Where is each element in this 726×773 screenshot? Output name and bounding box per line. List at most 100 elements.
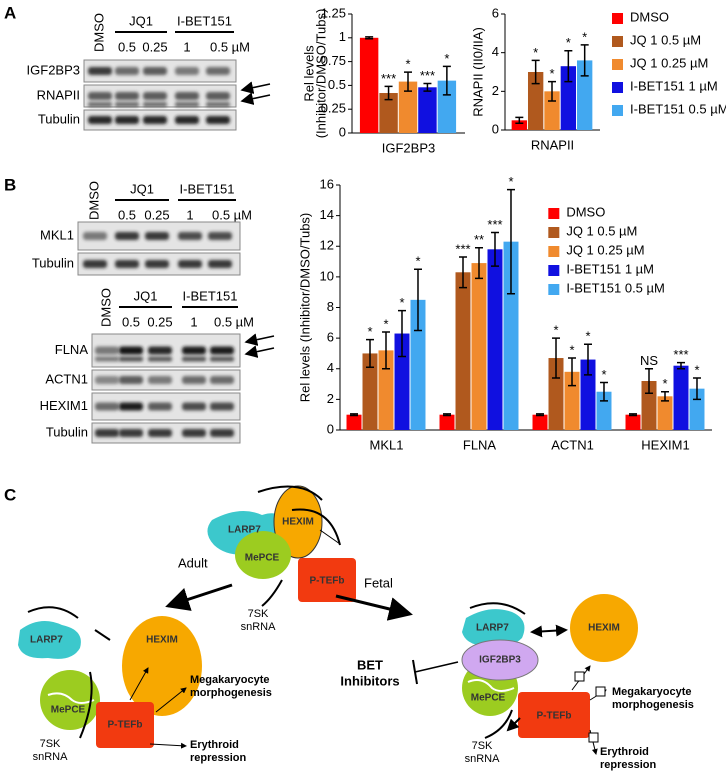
error-bar: [404, 71, 412, 92]
band: [119, 346, 143, 355]
error-bar: [443, 413, 452, 417]
significance: ***: [381, 71, 396, 86]
row-label: IGF2BP3: [27, 62, 80, 77]
y-tick-label: 4: [492, 44, 499, 59]
error-bar: [676, 361, 685, 370]
band: [210, 356, 234, 362]
dose-label: 0.5 µM: [212, 207, 252, 222]
band: [145, 260, 169, 268]
dose-label: 0.5: [118, 207, 136, 222]
label: MePCE: [471, 693, 506, 704]
label: Erythroid: [190, 739, 239, 751]
dose-label: 0.5: [118, 39, 136, 54]
band: [95, 376, 119, 384]
significance: *: [508, 174, 513, 189]
legend-label: JQ 1 0.5 µM: [630, 32, 701, 47]
significance: *: [444, 51, 449, 66]
significance: *: [405, 57, 410, 72]
y-tick-label: 6: [492, 5, 499, 20]
arrow: [240, 81, 271, 94]
hexim-shape: [273, 485, 323, 559]
bar: [580, 359, 596, 430]
bar: [379, 93, 398, 133]
legend-label: DMSO: [566, 204, 605, 219]
bar: [398, 81, 418, 133]
bar: [346, 414, 362, 430]
group-label: JQ1: [130, 181, 154, 196]
bar: [378, 350, 394, 430]
row-label: ACTN1: [45, 371, 88, 386]
blots: DMSO JQ1 I-BET151 0.5 0.25 1 0.5 µM IGF2BP3 RNAP…: [27, 13, 275, 444]
significance: *: [367, 324, 372, 339]
bar: [511, 120, 527, 130]
band: [143, 102, 167, 107]
arrow: [335, 594, 413, 621]
y-tick-label: 14: [320, 207, 334, 222]
band: [208, 232, 232, 240]
error-bar: [552, 337, 561, 379]
band: [88, 102, 112, 107]
arrow: [244, 345, 275, 358]
band: [115, 116, 139, 124]
label: Adult: [178, 555, 208, 570]
dose-label: 0.25: [142, 39, 167, 54]
bar: [394, 333, 410, 430]
band: [210, 429, 234, 437]
band: [206, 92, 230, 100]
band: [148, 346, 172, 355]
panel-label: A: [4, 3, 16, 22]
label: BET: [357, 657, 383, 672]
y-tick-label: 16: [320, 176, 334, 191]
label: HEXIM: [282, 517, 314, 528]
hexim-shape: [122, 616, 202, 716]
inhibit-line: [414, 661, 459, 673]
error-bar: [442, 65, 451, 96]
bar: [673, 365, 689, 430]
legend-swatch: [548, 208, 560, 219]
band: [95, 402, 119, 411]
label: LARP7: [30, 635, 63, 646]
arrow: [240, 92, 271, 105]
label: MePCE: [51, 705, 86, 716]
significance: *: [383, 316, 388, 331]
label: repression: [190, 752, 247, 764]
bar: [437, 80, 457, 133]
band: [115, 102, 139, 107]
group-label: JQ1: [129, 13, 153, 28]
panel-label: C: [4, 485, 16, 504]
band: [182, 429, 206, 437]
error-bar: [382, 331, 390, 370]
diagram: LARP7 HEXIM MePCE P-TEFb 7SK snRNA Adult…: [18, 485, 694, 771]
significance: **: [474, 232, 484, 247]
mepce-shape: [40, 670, 100, 730]
error-bar: [397, 309, 406, 358]
bar: [359, 37, 379, 133]
error-bar: [413, 268, 422, 332]
rna-stroke: [27, 606, 111, 739]
band: [182, 356, 206, 362]
panel-label: B: [4, 175, 16, 194]
significance: NS: [640, 353, 658, 368]
legend-swatch: [548, 265, 560, 276]
band: [210, 402, 234, 411]
legend-label: JQ 1 0.25 µM: [630, 55, 708, 70]
bar: [577, 60, 593, 130]
band: [206, 67, 230, 75]
label: LARP7: [228, 525, 261, 536]
legend-swatch: [612, 105, 623, 116]
error-bar: [365, 36, 374, 40]
significance: *: [582, 29, 587, 44]
y-axis-label: RNAPII (II0/IIA): [470, 27, 485, 117]
significance: *: [549, 66, 554, 81]
bar: [527, 72, 544, 130]
band: [206, 116, 230, 124]
y-tick-label: 12: [320, 238, 334, 253]
rna-stroke: [467, 679, 515, 692]
arrow: [165, 583, 233, 611]
legend-swatch: [612, 82, 623, 93]
band: [115, 67, 139, 75]
band: [148, 402, 172, 411]
band: [119, 429, 143, 437]
larp7-shape: [18, 621, 81, 659]
